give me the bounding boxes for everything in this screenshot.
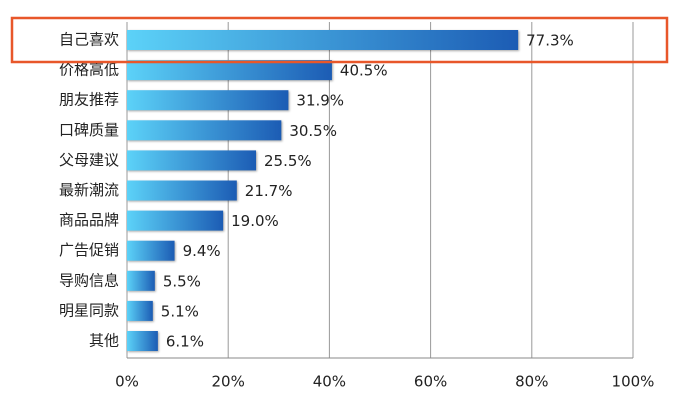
x-tick-label: 20% (212, 373, 245, 391)
y-tick-label: 父母建议 (59, 151, 119, 169)
bar (127, 120, 282, 141)
value-label: 31.9% (296, 92, 344, 110)
bar (127, 331, 158, 351)
x-tick-label: 100% (612, 373, 655, 391)
bar (127, 180, 237, 201)
bar (127, 300, 153, 321)
y-tick-label: 价格高低 (59, 61, 119, 79)
value-label: 9.4% (183, 242, 221, 260)
y-tick-label: 口碑质量 (59, 121, 119, 139)
bar (127, 30, 519, 50)
y-tick-label: 最新潮流 (59, 181, 119, 199)
bar (127, 210, 224, 231)
value-label: 40.5% (340, 62, 388, 80)
x-tick-label: 0% (115, 373, 139, 391)
value-label: 21.7% (245, 182, 293, 200)
y-tick-label: 商品品牌 (59, 211, 119, 229)
value-label: 6.1% (166, 333, 204, 351)
x-tick-label: 40% (313, 373, 346, 391)
bar (127, 240, 175, 261)
y-tick-label: 广告促销 (59, 241, 119, 259)
y-tick-label: 导购信息 (59, 271, 119, 289)
value-label: 5.1% (161, 302, 199, 320)
bar (127, 150, 257, 171)
bar (127, 270, 155, 291)
y-tick-label: 自己喜欢 (59, 31, 119, 49)
value-label: 30.5% (289, 122, 337, 140)
bar (127, 60, 332, 81)
y-tick-label: 明星同款 (59, 301, 119, 319)
y-tick-label: 其他 (89, 332, 119, 350)
highlight-box (10, 16, 669, 64)
value-label: 19.0% (231, 212, 279, 230)
x-tick-label: 60% (414, 373, 447, 391)
x-tick-label: 80% (515, 373, 548, 391)
value-label: 77.3% (526, 32, 574, 50)
bar (127, 90, 289, 111)
y-tick-label: 朋友推荐 (59, 91, 119, 109)
value-label: 25.5% (264, 152, 312, 170)
value-label: 5.5% (163, 272, 201, 290)
